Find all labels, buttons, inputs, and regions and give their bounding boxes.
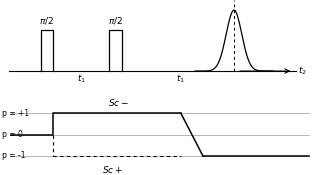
Text: $\pi/2$: $\pi/2$ [108, 15, 123, 26]
Text: $\pi/2$: $\pi/2$ [39, 15, 54, 26]
Text: $t_1$: $t_1$ [77, 73, 85, 85]
Text: $t_1$: $t_1$ [177, 73, 185, 85]
Text: $Sc+$: $Sc+$ [102, 164, 123, 175]
Text: $Sc-$: $Sc-$ [108, 97, 129, 108]
Text: p = 0: p = 0 [2, 130, 22, 139]
Text: p = +1: p = +1 [2, 109, 29, 118]
Text: p = -1: p = -1 [2, 151, 25, 160]
Text: $t_2$: $t_2$ [298, 65, 307, 77]
